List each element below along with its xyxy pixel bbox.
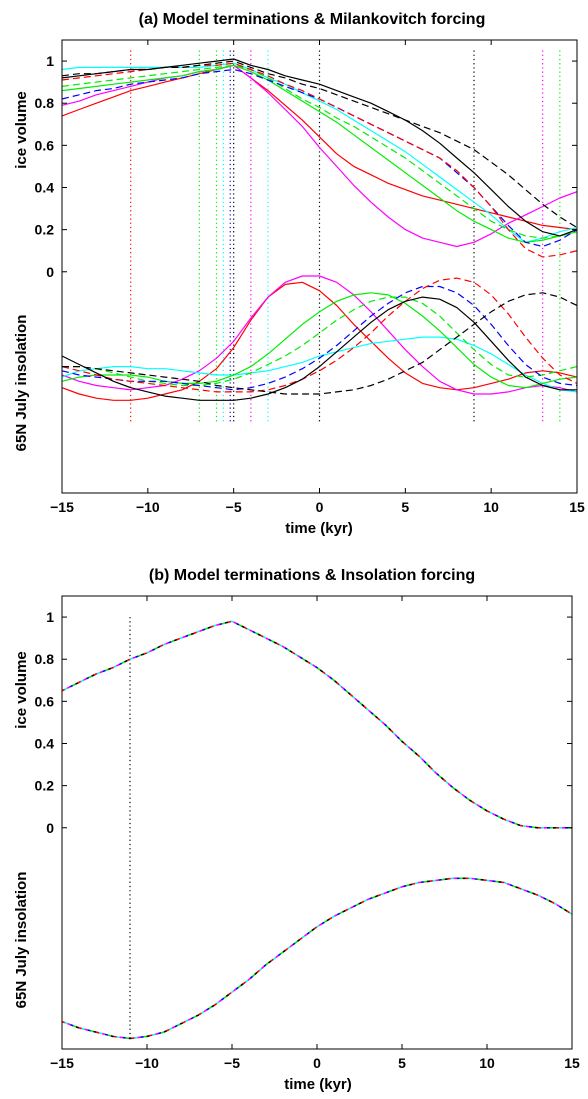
ice-volume-series-line (61, 620, 572, 829)
ice-volume-series-line (61, 64, 578, 239)
y-tick-label: 0.4 (35, 735, 55, 751)
y-tick-label: 0.2 (35, 222, 55, 238)
insolation-series-line (61, 281, 578, 401)
chart-panel-a: (a) Model terminations & Milankovitch fo… (13, 11, 585, 537)
x-tick-label: 10 (483, 499, 499, 515)
chart-a-y-axis-label-lower: 65N July insolation (13, 315, 30, 452)
y-tick-label: 0 (46, 820, 54, 836)
ice-volume-series-line (61, 620, 572, 829)
chart-b-x-axis-label: time (kyr) (284, 1076, 352, 1093)
x-tick-label: 15 (569, 499, 585, 515)
chart-b-y-axis-label-upper: ice volume (13, 651, 30, 729)
insolation-series-line (61, 275, 578, 395)
y-tick-label: 1 (46, 609, 54, 625)
chart-b-title: (b) Model terminations & Insolation forc… (149, 567, 475, 584)
chart-a-title: (a) Model terminations & Milankovitch fo… (139, 11, 486, 28)
x-tick-label: −15 (50, 499, 74, 515)
ice-volume-series-line (61, 620, 572, 829)
chart-a-y-axis-label-upper: ice volume (13, 91, 30, 169)
ice-volume-series-line (61, 64, 578, 243)
chart-a-forcing-markers (130, 50, 561, 424)
chart-b-y-axis-label-lower: 65N July insolation (13, 872, 30, 1009)
insolation-series-line (61, 877, 573, 1040)
y-tick-label: 0.6 (35, 693, 55, 709)
x-tick-label: 0 (313, 1055, 321, 1071)
insolation-series-line (62, 296, 578, 387)
x-tick-label: −10 (135, 1055, 159, 1071)
y-tick-label: 0.4 (35, 179, 55, 195)
ice-volume-series-line (61, 58, 578, 237)
x-tick-label: −10 (136, 499, 160, 515)
insolation-series-line (61, 877, 573, 1040)
chart-a-series (61, 58, 578, 401)
chart-a-x-ticks: −15 −10 −5 0 5 10 15 (50, 40, 585, 515)
chart-b-series (61, 620, 573, 1040)
x-tick-label: −15 (50, 1055, 74, 1071)
x-tick-label: 5 (401, 499, 409, 515)
y-tick-label: 0.6 (35, 137, 55, 153)
insolation-series-line (61, 877, 573, 1040)
chart-b-y-ticks: 0 0.2 0.4 0.6 0.8 1 (35, 609, 572, 836)
insolation-series-line (61, 877, 573, 1040)
x-tick-label: 0 (316, 499, 324, 515)
y-tick-label: 1 (46, 53, 54, 69)
x-tick-label: 15 (564, 1055, 580, 1071)
ice-volume-series-line (61, 620, 572, 829)
chart-panel-b: (b) Model terminations & Insolation forc… (13, 567, 580, 1093)
insolation-series-line (61, 336, 578, 393)
insolation-series-line (61, 292, 578, 389)
insolation-series-line (61, 877, 573, 1040)
y-tick-label: 0.8 (35, 651, 55, 667)
ice-volume-series-line (61, 62, 578, 258)
insolation-series-line (61, 296, 577, 401)
chart-a-y-ticks: 0 0.2 0.4 0.6 0.8 1 (35, 53, 577, 280)
y-tick-label: 0.8 (35, 95, 55, 111)
chart-a-x-axis-label: time (kyr) (285, 520, 353, 537)
ice-volume-series-line (61, 62, 578, 243)
ice-volume-series-line (61, 68, 578, 248)
y-tick-label: 0 (46, 264, 54, 280)
x-tick-label: 5 (398, 1055, 406, 1071)
insolation-series-line (61, 285, 578, 391)
chart-b-x-ticks: −15 −10 −5 0 5 10 15 (50, 596, 580, 1071)
ice-volume-series-line (61, 64, 578, 231)
y-tick-label: 0.2 (35, 778, 55, 794)
chart-b-axes-box (61, 595, 573, 1050)
x-tick-label: −5 (224, 1055, 240, 1071)
ice-volume-series-line (61, 64, 578, 248)
ice-volume-series-line (61, 620, 572, 829)
insolation-series-line (61, 877, 573, 1040)
ice-volume-series-line (61, 620, 572, 829)
x-tick-label: 10 (479, 1055, 495, 1071)
x-tick-label: −5 (226, 499, 242, 515)
insolation-series-line (62, 292, 578, 395)
